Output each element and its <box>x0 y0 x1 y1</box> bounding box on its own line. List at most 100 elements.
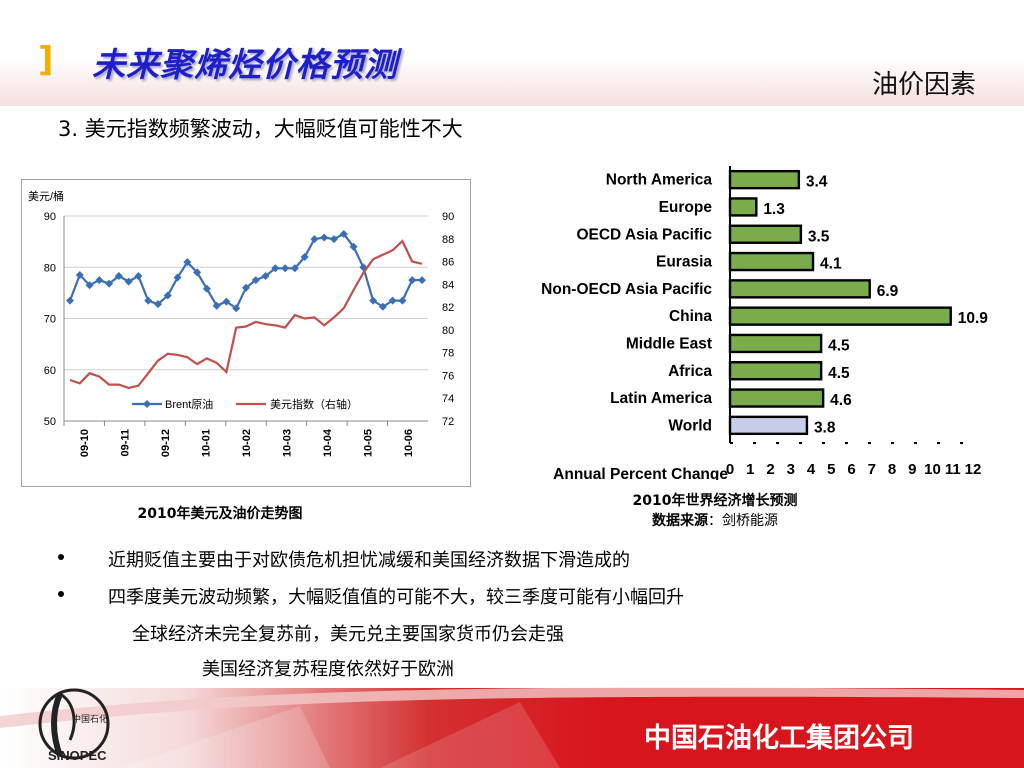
x-tick-label: 10-02 <box>241 429 253 457</box>
bar <box>728 224 803 244</box>
x-tick-label: 3 <box>787 461 795 478</box>
legend-swatch-marker <box>143 400 151 408</box>
data-point <box>202 284 211 293</box>
logo-brand: SINOPEC <box>48 748 107 763</box>
category-label: Non-OECD Asia Pacific <box>541 281 712 298</box>
bar-value-label: 4.6 <box>830 392 852 409</box>
right-chart-caption: 2010年世界经济增长预测 数据来源：剑桥能源 <box>560 491 870 531</box>
sinopec-logo: 中国石化 SINOPEC <box>38 688 110 763</box>
bar-value-label: 1.3 <box>763 201 785 218</box>
right-tick-label: 74 <box>442 393 454 405</box>
data-point <box>378 302 387 311</box>
x-tick-label: 9 <box>908 461 916 478</box>
category-label: Middle East <box>626 335 712 352</box>
data-point <box>154 300 162 309</box>
right-caption-title: 2010年世界经济增长预测 <box>632 493 798 509</box>
bar-value-label: 3.8 <box>814 419 836 436</box>
data-point <box>281 264 290 273</box>
data-point <box>105 279 114 288</box>
data-point <box>261 271 270 280</box>
x-tick-label: 8 <box>888 461 896 478</box>
legend-label: 美元指数（右轴） <box>270 397 358 411</box>
category-label: Africa <box>668 363 712 380</box>
right-tick-label: 78 <box>442 348 454 360</box>
data-point <box>95 276 104 285</box>
data-point <box>408 276 417 285</box>
header-tag: 油价因素 <box>871 70 976 100</box>
bullet-dot-icon <box>58 554 64 560</box>
right-tick-label: 86 <box>442 257 454 269</box>
growth-forecast-chart: North America 3.4 Europe 1.3 OECD Asia Pacif… <box>541 166 988 483</box>
series-line <box>68 232 422 310</box>
right-caption-source-label: 数据来源 <box>652 513 708 529</box>
bar <box>728 279 871 299</box>
bar-value-label: 3.4 <box>806 174 828 191</box>
x-tick-label: 12 <box>965 461 982 478</box>
data-point <box>66 296 74 305</box>
x-tick-label: 0 <box>726 461 734 478</box>
data-point <box>193 268 202 277</box>
right-tick-label: 84 <box>442 279 454 291</box>
bullet-text: 近期贬值主要由于对欧债危机担忧减缓和美国经济数据下滑造成的 <box>108 550 630 571</box>
x-tick-label: 5 <box>827 461 835 478</box>
data-point <box>232 304 241 313</box>
x-tick-label: 6 <box>847 461 855 478</box>
category-label: Latin America <box>610 390 712 407</box>
footer-swoosh-decoration <box>0 687 1024 768</box>
left-tick-label: 90 <box>44 211 56 223</box>
bar <box>728 306 952 326</box>
x-tick-label: 10-03 <box>281 429 293 457</box>
x-tick-label: 10 <box>924 461 941 478</box>
data-point <box>163 291 172 300</box>
bar <box>728 251 815 272</box>
x-tick-label: 2 <box>766 461 774 478</box>
slide-title: 未来聚烯烃价格预测 <box>92 45 398 84</box>
x-tick-label: 10-04 <box>322 428 334 457</box>
left-tick-label: 60 <box>44 365 56 377</box>
data-point <box>398 296 407 305</box>
data-point <box>173 273 182 282</box>
bar <box>728 333 823 354</box>
x-tick-label: 7 <box>868 461 876 478</box>
data-point <box>183 258 192 267</box>
left-tick-label: 50 <box>44 416 56 428</box>
body-line: 全球经济未完全复苏前，美元兑主要国家货币仍会走强 <box>132 624 564 645</box>
data-point <box>85 281 94 290</box>
data-point <box>339 229 348 238</box>
data-point <box>271 264 280 273</box>
right-tick-label: 72 <box>442 416 454 428</box>
data-point <box>418 276 426 285</box>
data-point <box>251 276 260 285</box>
right-tick-label: 88 <box>442 234 454 246</box>
growth-forecast-chart-panel: North America 3.4 Europe 1.3 OECD Asia Pacif… <box>480 160 1000 483</box>
data-point <box>75 270 84 279</box>
right-tick-label: 90 <box>442 211 454 223</box>
right-tick-label: 80 <box>442 325 454 337</box>
bar <box>728 388 825 408</box>
data-point <box>222 297 231 306</box>
body-line: 美国经济复苏程度依然好于欧洲 <box>202 659 454 680</box>
right-tick-label: 82 <box>442 302 454 314</box>
right-caption-source: 数据来源：剑桥能源 <box>560 511 870 531</box>
data-point <box>388 296 397 305</box>
data-point <box>242 283 250 292</box>
data-point <box>212 301 221 310</box>
bar <box>728 415 809 436</box>
bar-value-label: 4.5 <box>828 337 850 354</box>
data-point <box>124 277 133 286</box>
data-point <box>300 253 309 261</box>
category-label: Eurasia <box>656 254 712 271</box>
bar <box>728 169 801 190</box>
x-tick-label: 09-10 <box>79 429 91 457</box>
series-line <box>69 239 423 390</box>
company-name: 中国石油化工集团公司 <box>644 723 914 754</box>
bar-value-label: 4.5 <box>828 365 850 382</box>
x-tick-label: 4 <box>807 461 816 478</box>
data-point <box>310 235 319 244</box>
x-tick-label: 10-05 <box>362 429 374 457</box>
category-label: China <box>669 308 712 325</box>
subtitle: 3. 美元指数频繁波动，大幅贬值可能性不大 <box>58 117 463 141</box>
x-axis-title: Annual Percent Change <box>553 466 728 480</box>
x-tick-label: 10-01 <box>201 429 213 457</box>
data-point <box>144 296 153 305</box>
